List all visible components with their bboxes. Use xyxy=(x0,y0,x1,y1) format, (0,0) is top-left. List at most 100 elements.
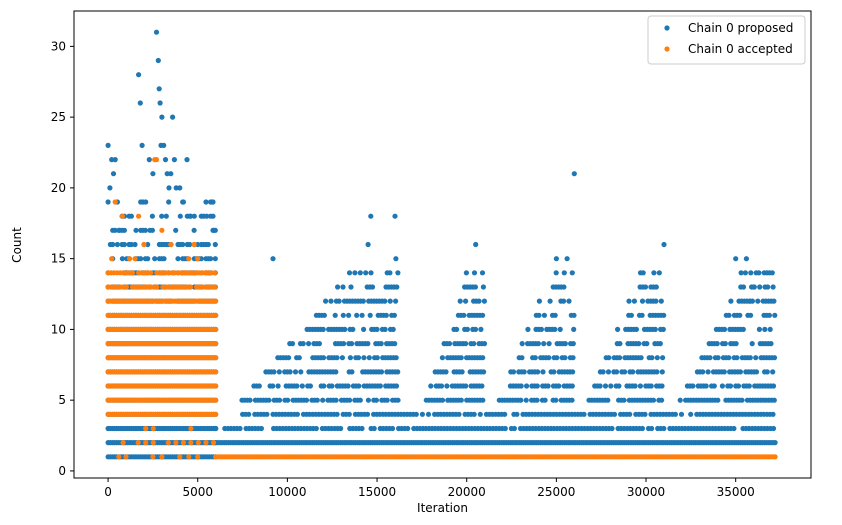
proposed-point xyxy=(119,256,125,262)
proposed-point xyxy=(114,241,120,248)
proposed-point xyxy=(328,298,334,304)
proposed-point xyxy=(314,397,320,403)
proposed-point xyxy=(661,241,667,248)
proposed-point xyxy=(656,270,662,276)
proposed-point xyxy=(395,270,401,276)
accepted-point xyxy=(195,440,201,446)
proposed-point xyxy=(266,397,272,403)
proposed-point xyxy=(340,284,346,290)
proposed-point xyxy=(608,383,614,389)
proposed-point xyxy=(211,227,217,233)
proposed-point xyxy=(479,383,485,389)
proposed-point xyxy=(481,369,487,375)
proposed-point xyxy=(766,312,773,318)
proposed-point xyxy=(340,312,346,318)
proposed-point xyxy=(688,411,694,417)
proposed-point xyxy=(338,425,344,432)
proposed-point xyxy=(518,383,524,389)
proposed-point xyxy=(180,199,186,205)
proposed-point xyxy=(637,383,644,389)
proposed-point xyxy=(121,227,127,233)
proposed-point xyxy=(112,157,118,163)
proposed-point xyxy=(443,369,449,375)
legend: Chain 0 proposed Chain 0 accepted xyxy=(647,15,806,65)
proposed-point xyxy=(334,411,340,417)
accepted-point xyxy=(212,284,218,290)
proposed-point xyxy=(446,341,453,347)
proposed-point xyxy=(617,341,623,347)
proposed-point xyxy=(660,326,666,332)
y-axis-label: Count xyxy=(10,227,24,263)
proposed-point xyxy=(719,383,726,389)
proposed-point xyxy=(349,369,355,375)
proposed-point xyxy=(472,326,479,332)
proposed-point xyxy=(642,411,648,417)
proposed-point xyxy=(463,341,469,347)
proposed-point xyxy=(728,298,734,304)
proposed-point xyxy=(749,341,755,347)
proposed-point xyxy=(382,326,388,332)
proposed-point xyxy=(569,270,575,276)
accepted-point xyxy=(188,425,194,432)
proposed-point xyxy=(463,270,469,276)
proposed-point xyxy=(161,256,167,262)
accepted-point xyxy=(195,454,201,460)
accepted-point xyxy=(123,270,129,276)
proposed-point xyxy=(456,411,462,417)
proposed-point xyxy=(764,369,770,375)
proposed-point xyxy=(552,326,558,332)
proposed-point xyxy=(339,355,345,361)
proposed-point xyxy=(727,383,734,389)
proposed-point xyxy=(132,241,138,248)
proposed-point xyxy=(112,227,118,233)
accepted-point xyxy=(213,341,219,347)
proposed-point xyxy=(737,312,743,318)
accepted-point xyxy=(772,454,778,460)
proposed-point xyxy=(349,341,355,347)
proposed-point xyxy=(378,369,385,375)
proposed-point xyxy=(323,298,329,304)
proposed-point xyxy=(256,383,262,389)
accepted-point xyxy=(120,440,126,446)
accepted-point xyxy=(180,270,186,276)
proposed-point xyxy=(161,142,167,148)
proposed-point xyxy=(771,397,777,403)
proposed-point xyxy=(342,326,348,332)
proposed-point xyxy=(739,397,745,403)
accepted-point xyxy=(123,454,129,460)
accepted-point xyxy=(165,440,171,446)
proposed-point xyxy=(611,411,618,417)
proposed-point xyxy=(247,397,253,403)
y-tick-label: 10 xyxy=(51,322,66,336)
proposed-point xyxy=(303,397,310,403)
proposed-point xyxy=(457,298,463,304)
proposed-point xyxy=(392,341,398,347)
x-tick-label: 20000 xyxy=(448,485,486,499)
accepted-point xyxy=(153,157,160,163)
proposed-point xyxy=(364,411,371,417)
proposed-point xyxy=(734,355,740,361)
proposed-point xyxy=(480,284,486,290)
proposed-point xyxy=(357,270,363,276)
proposed-point xyxy=(329,383,335,389)
proposed-point xyxy=(463,383,469,389)
legend-marker-proposed xyxy=(664,25,670,31)
proposed-point xyxy=(212,241,218,248)
proposed-point xyxy=(347,355,353,361)
proposed-point xyxy=(209,199,215,205)
proposed-point xyxy=(510,369,517,375)
proposed-point xyxy=(359,312,365,318)
proposed-point xyxy=(547,298,553,304)
proposed-point xyxy=(553,256,560,262)
accepted-point xyxy=(135,440,141,446)
proposed-point xyxy=(743,256,750,262)
accepted-point xyxy=(150,425,156,432)
proposed-point xyxy=(715,397,721,403)
proposed-point xyxy=(617,355,623,361)
proposed-point xyxy=(383,312,389,318)
proposed-point xyxy=(177,213,183,219)
proposed-point xyxy=(546,341,552,347)
proposed-point xyxy=(213,425,219,432)
